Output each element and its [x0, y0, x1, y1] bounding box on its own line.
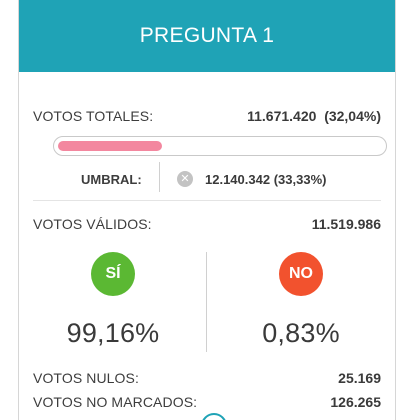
- threshold-label: UMBRAL:: [81, 172, 142, 187]
- threshold-percent: (33,33%): [273, 172, 327, 187]
- total-votes-row: VOTOS TOTALES: 11.671.420 (32,04%): [33, 108, 381, 124]
- yes-result: SÍ 99,16%: [19, 252, 207, 356]
- no-percent: 0,83%: [262, 318, 340, 348]
- yes-percent: 99,16%: [66, 318, 160, 348]
- null-votes-label: VOTOS NULOS:: [33, 370, 139, 386]
- threshold-row: UMBRAL: ✕ 12.140.342 (33,33%): [19, 162, 395, 194]
- details-toggle-icon[interactable]: [201, 413, 227, 420]
- threshold-value: 12.140.342 (33,33%): [205, 172, 326, 187]
- results-card: PREGUNTA 1 VOTOS TOTALES: 11.671.420 (32…: [18, 0, 396, 420]
- no-badge: NO: [279, 252, 323, 296]
- total-votes-value: 11.671.420 (32,04%): [247, 108, 381, 124]
- valid-votes-row: VOTOS VÁLIDOS: 11.519.986: [33, 216, 381, 232]
- question-header: PREGUNTA 1: [19, 0, 395, 72]
- total-votes-number: 11.671.420: [247, 108, 317, 124]
- unmarked-votes-label: VOTOS NO MARCADOS:: [33, 394, 198, 410]
- participation-progress-bar: [53, 136, 387, 156]
- no-result: NO 0,83%: [207, 252, 395, 356]
- no-badge-label: NO: [289, 265, 313, 282]
- yes-badge-label: SÍ: [105, 265, 121, 282]
- unmarked-votes-value: 126.265: [330, 394, 381, 410]
- unmarked-votes-row: VOTOS NO MARCADOS: 126.265: [33, 394, 381, 410]
- total-votes-percent: (32,04%): [324, 108, 381, 124]
- valid-votes-value: 11.519.986: [311, 216, 381, 232]
- yes-badge: SÍ: [91, 252, 135, 296]
- threshold-number: 12.140.342: [205, 172, 271, 187]
- total-votes-label: VOTOS TOTALES:: [33, 108, 154, 124]
- question-title: PREGUNTA 1: [139, 24, 275, 47]
- x-circle-icon: ✕: [177, 171, 193, 187]
- section-divider: [33, 200, 381, 201]
- results-divider: [206, 252, 207, 352]
- threshold-divider: [159, 162, 160, 192]
- participation-progress-fill: [58, 141, 162, 151]
- null-votes-row: VOTOS NULOS: 25.169: [33, 370, 381, 386]
- valid-votes-label: VOTOS VÁLIDOS:: [33, 216, 152, 232]
- null-votes-value: 25.169: [338, 370, 381, 386]
